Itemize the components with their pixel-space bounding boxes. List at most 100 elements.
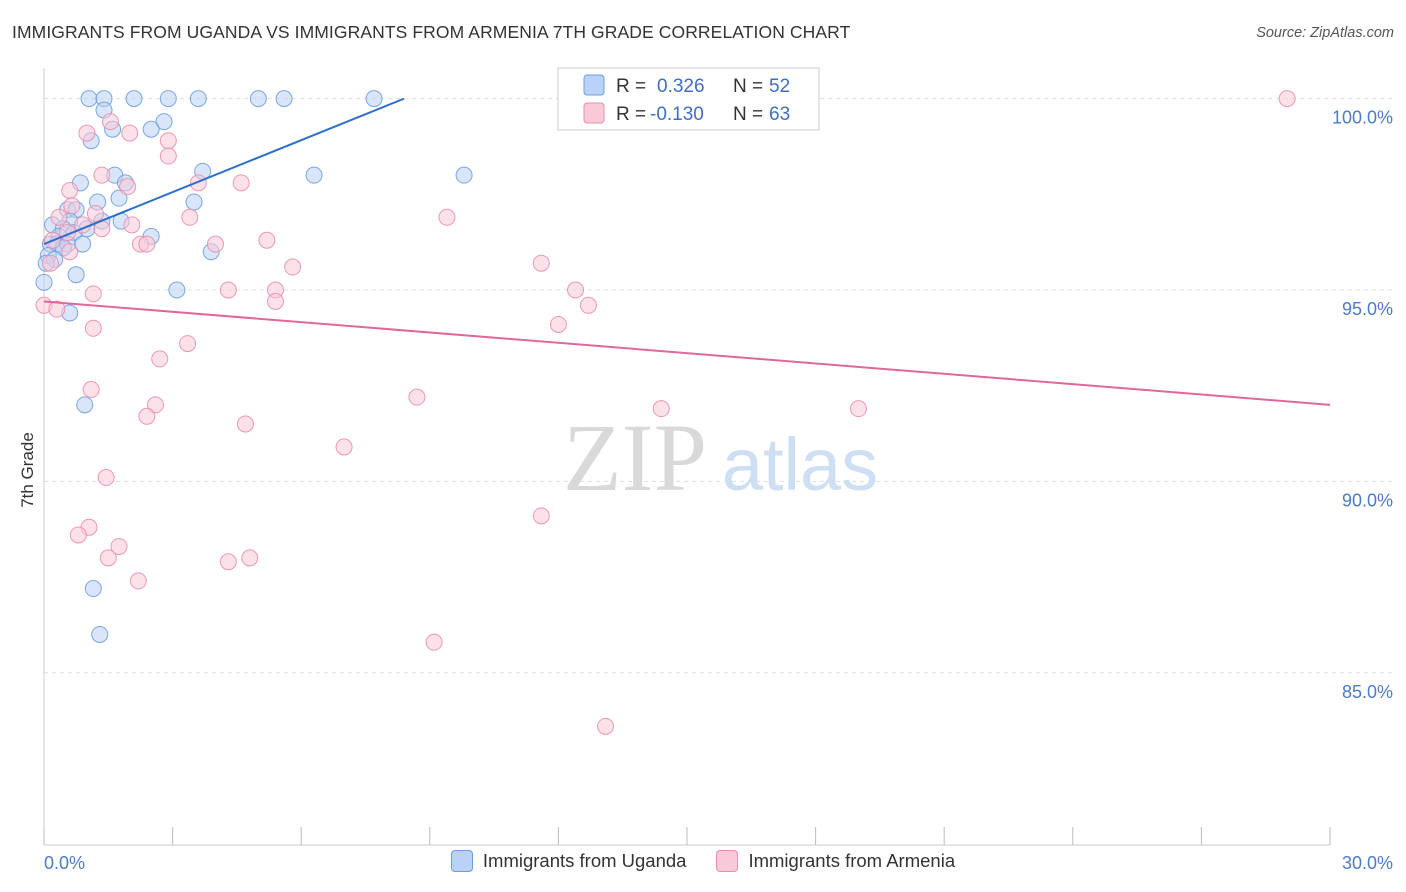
- legend-label-armenia: Immigrants from Armenia: [748, 850, 956, 871]
- point-armenia-34: [579, 296, 597, 314]
- y-tick-label-95: 95.0%: [1342, 299, 1393, 319]
- legend-n-label-armenia: N =: [733, 104, 763, 125]
- point-armenia-36: [48, 300, 66, 318]
- chart-title: IMMIGRANTS FROM UGANDA VS IMMIGRANTS FRO…: [12, 22, 851, 42]
- point-armenia-14: [181, 208, 199, 226]
- point-armenia-38: [84, 319, 102, 337]
- point-uganda-48: [91, 625, 109, 643]
- point-armenia-7: [189, 174, 207, 192]
- x-tick-label-max: 30.0%: [1342, 853, 1393, 873]
- point-uganda-6: [275, 90, 293, 108]
- point-armenia-53: [110, 537, 128, 555]
- point-armenia-6: [93, 166, 111, 184]
- legend-item-armenia: Immigrants from Armenia: [716, 850, 955, 872]
- point-armenia-50: [532, 507, 550, 525]
- y-tick-label-90: 90.0%: [1342, 490, 1393, 510]
- y-tick-label-85: 85.0%: [1342, 682, 1393, 702]
- legend-item-uganda: Immigrants from Uganda: [450, 850, 687, 872]
- legend-n-value-armenia: 63: [769, 104, 790, 125]
- point-armenia-48: [335, 438, 353, 456]
- point-armenia-47: [236, 415, 254, 433]
- point-uganda-47: [84, 580, 102, 598]
- point-uganda-15: [305, 166, 323, 184]
- point-armenia-31: [567, 281, 585, 299]
- point-armenia-4: [159, 132, 177, 150]
- point-armenia-5: [159, 147, 177, 165]
- point-armenia-3: [121, 124, 139, 142]
- point-uganda-9: [155, 113, 173, 131]
- point-armenia-56: [219, 553, 237, 571]
- point-armenia-8: [232, 174, 250, 192]
- point-armenia-44: [652, 400, 670, 418]
- point-armenia-37: [549, 315, 567, 333]
- point-armenia-29: [219, 281, 237, 299]
- legend-label-uganda: Immigrants from Uganda: [482, 850, 687, 871]
- legend-n-value-uganda: 52: [769, 76, 790, 97]
- series-legend: Immigrants from Uganda Immigrants from A…: [0, 850, 1406, 872]
- point-armenia-42: [408, 388, 426, 406]
- legend-n-label-uganda: N =: [733, 76, 763, 97]
- point-uganda-2: [125, 90, 143, 108]
- point-armenia-1: [101, 113, 119, 131]
- legend-swatch-uganda: [583, 74, 605, 96]
- point-armenia-45: [849, 400, 867, 418]
- point-armenia-55: [241, 549, 259, 567]
- point-armenia-18: [123, 216, 141, 234]
- point-armenia-26: [41, 254, 59, 272]
- point-armenia-41: [82, 381, 100, 399]
- point-armenia-11: [63, 197, 81, 215]
- y-tick-label-100: 100.0%: [1332, 108, 1393, 128]
- watermark-zip: ZIP: [563, 404, 707, 511]
- point-armenia-24: [138, 235, 156, 253]
- point-armenia-59: [597, 717, 615, 735]
- point-uganda-0: [80, 90, 98, 108]
- point-armenia-49: [97, 469, 115, 487]
- point-armenia-43: [146, 396, 164, 414]
- point-uganda-43: [35, 273, 53, 291]
- point-armenia-46: [138, 407, 156, 425]
- point-uganda-11: [142, 120, 160, 138]
- tick-labels: 85.0% 90.0% 95.0% 100.0% 0.0% 30.0%: [44, 108, 1393, 873]
- point-armenia-58: [425, 633, 443, 651]
- point-armenia-2: [78, 124, 96, 142]
- source-label: Source: ZipAtlas.com: [1256, 25, 1394, 41]
- point-armenia-25: [61, 243, 79, 261]
- point-armenia-27: [284, 258, 302, 276]
- point-uganda-3: [159, 90, 177, 108]
- point-uganda-4: [189, 90, 207, 108]
- point-uganda-21: [185, 193, 203, 211]
- legend-r-value-armenia: -0.130: [650, 104, 704, 125]
- point-armenia-12: [86, 204, 104, 222]
- point-armenia-9: [119, 178, 137, 196]
- stats-legend: R = 0.326 N = 52 R = -0.130 N = 63: [557, 67, 820, 131]
- point-uganda-5: [249, 90, 267, 108]
- point-armenia-20: [258, 231, 276, 249]
- point-uganda-19: [110, 189, 128, 207]
- trend-line-uganda: [43, 97, 405, 245]
- watermark: ZIP atlas: [563, 404, 878, 511]
- point-armenia-13: [50, 208, 68, 226]
- legend-swatch-uganda-bottom: [450, 850, 473, 872]
- point-armenia-28: [532, 254, 550, 272]
- legend-r-label-uganda: R =: [616, 76, 646, 97]
- legend-swatch-armenia-bottom: [716, 850, 739, 872]
- point-armenia-52: [69, 526, 87, 544]
- point-armenia-32: [84, 285, 102, 303]
- point-uganda-7: [365, 90, 383, 108]
- point-armenia-0: [1278, 90, 1296, 108]
- trend-lines: [43, 97, 1331, 406]
- point-armenia-54: [99, 549, 117, 567]
- point-armenia-10: [61, 181, 79, 199]
- point-armenia-40: [151, 350, 169, 368]
- watermark-atlas: atlas: [722, 423, 878, 506]
- point-armenia-39: [179, 335, 197, 353]
- x-tick-label-min: 0.0%: [44, 853, 85, 873]
- point-uganda-44: [168, 281, 186, 299]
- point-armenia-22: [206, 235, 224, 253]
- legend-r-value-uganda: 0.326: [657, 76, 705, 97]
- point-armenia-57: [129, 572, 147, 590]
- point-uganda-42: [67, 266, 85, 284]
- y-axis-label: 7th Grade: [18, 432, 37, 508]
- axes: [43, 68, 1331, 846]
